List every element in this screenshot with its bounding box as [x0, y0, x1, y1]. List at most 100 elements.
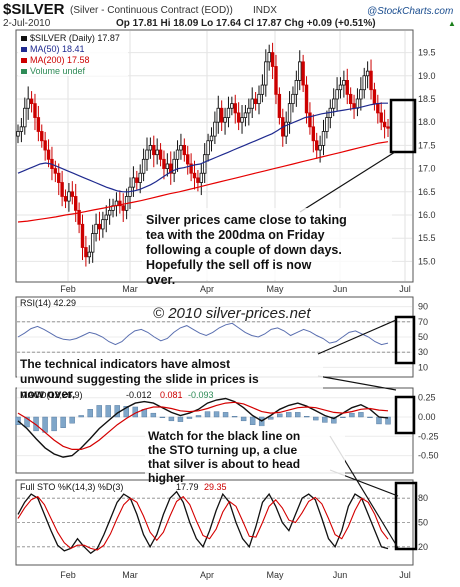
- y-tick-label: 50: [418, 518, 428, 528]
- rsi-title: RSI(14) 42.29: [20, 298, 76, 308]
- candle-body: [321, 131, 326, 146]
- annotation-line: Silver prices came close to taking: [146, 213, 347, 227]
- annotation-main-text: Silver prices came close to taking tea wi…: [146, 213, 347, 287]
- sto-k-line: [17, 490, 389, 555]
- highlight-box-sto: [394, 481, 418, 551]
- candle-body: [372, 89, 377, 105]
- candle-body: [247, 107, 251, 114]
- candle-body: [77, 209, 81, 225]
- macd-histogram-bar: [96, 405, 102, 418]
- annotation-line: The technical indicators have almost: [20, 357, 230, 371]
- macd-signal-label: 0.081: [160, 390, 183, 400]
- pointer-line-rsi-2: [317, 375, 397, 391]
- legend-swatch-volume: [21, 69, 27, 74]
- macd-histogram-bar: [87, 409, 93, 418]
- candle-body: [158, 149, 163, 160]
- highlight-box-rsi: [394, 315, 416, 365]
- candle-body: [304, 84, 309, 114]
- candle-body: [308, 112, 312, 128]
- header-ohlc: Op 17.81 Hi 18.09 Lo 17.64 Cl 17.87 Chg …: [116, 18, 376, 29]
- candle-body: [209, 135, 214, 142]
- y-tick-label: 18.5: [418, 94, 436, 104]
- macd-histogram-bar: [78, 415, 84, 418]
- legend-ma50: MA(50) 18.41: [30, 44, 85, 54]
- header-symbol: $SILVER: [3, 1, 65, 18]
- ma200-line: [17, 141, 389, 223]
- candle-body: [362, 75, 366, 91]
- candle-body: [386, 126, 390, 129]
- candle-body: [80, 223, 85, 248]
- macd-histogram-bar: [186, 416, 193, 419]
- sto-d-line: [17, 495, 389, 551]
- macd-histogram-bar: [123, 406, 129, 418]
- y-tick-label: 17.0: [418, 164, 436, 174]
- x-tick-label: May: [266, 570, 284, 580]
- y-tick-label: 16.5: [418, 187, 436, 197]
- candle-body: [219, 107, 224, 123]
- candle-body: [216, 107, 220, 123]
- annotation-indicators-bg: [17, 355, 323, 389]
- annotation-line: following a couple of down days.: [146, 243, 342, 257]
- candle-body: [19, 126, 24, 132]
- candle-body: [40, 131, 44, 142]
- macd-histogram-bar: [177, 416, 184, 422]
- brand-logo: @StockCharts.com: [367, 6, 453, 17]
- sto-k-label: 17.79: [176, 482, 199, 492]
- candle-body: [172, 158, 176, 174]
- candle-body: [267, 52, 271, 63]
- candle-body: [352, 103, 356, 109]
- macd-histogram-bar: [159, 416, 166, 419]
- macd-histogram-bar: [267, 416, 274, 420]
- candle-body: [226, 107, 231, 118]
- y-tick-label: 50: [418, 332, 428, 342]
- y-tick-label: 18.0: [418, 117, 436, 127]
- macd-histogram-bar: [249, 416, 256, 425]
- candle-body: [138, 172, 142, 183]
- candle-body: [192, 172, 197, 179]
- x-tick-label: Mar: [122, 570, 138, 580]
- legend-swatch-ma200: [21, 58, 27, 63]
- candle-body: [94, 223, 98, 234]
- y-tick-label: 15.0: [418, 256, 436, 266]
- candle-body: [338, 84, 343, 91]
- legend-price: $SILVER (Daily) 17.87: [30, 33, 120, 43]
- x-tick-label: Mar: [122, 284, 138, 294]
- y-tick-label: 20: [418, 542, 428, 552]
- candle-body: [240, 117, 244, 123]
- macd-value-label: -0.012: [126, 390, 152, 400]
- candle-body: [294, 80, 299, 95]
- macd-histogram-bar: [105, 405, 111, 418]
- candle-body: [376, 103, 380, 114]
- candle-body: [196, 177, 200, 183]
- macd-histogram-bar: [51, 416, 57, 432]
- candle-body: [155, 149, 159, 156]
- candle-body: [369, 70, 373, 91]
- candle-body: [63, 196, 68, 202]
- candle-body: [365, 70, 370, 77]
- candle-body: [141, 158, 146, 174]
- y-tick-label: 19.0: [418, 71, 436, 81]
- macd-histogram-bar: [15, 416, 21, 425]
- candle-body: [213, 121, 217, 137]
- candle-body: [29, 98, 34, 105]
- macd-histogram-bar: [358, 412, 364, 418]
- candle-body: [250, 98, 254, 109]
- x-tick-label: May: [266, 284, 284, 294]
- candle-body: [74, 196, 78, 211]
- macd-histogram-bar: [367, 416, 373, 419]
- candle-body: [202, 154, 207, 174]
- y-tick-label: -0.25: [418, 431, 439, 441]
- annotation-main-bg: [142, 208, 392, 280]
- macd-signal-line: [17, 401, 389, 450]
- candle-body: [118, 200, 122, 207]
- rsi-line: [17, 322, 389, 346]
- macd-histogram-bar: [24, 416, 30, 428]
- y-tick-label: 10: [418, 362, 428, 372]
- sto-d-label: 29.35: [204, 482, 227, 492]
- candle-body: [223, 117, 227, 123]
- candle-body: [230, 103, 234, 109]
- y-tick-label: 19.5: [418, 48, 436, 58]
- annotation-line: now over.: [20, 387, 75, 401]
- macd-histogram-bar: [222, 412, 229, 418]
